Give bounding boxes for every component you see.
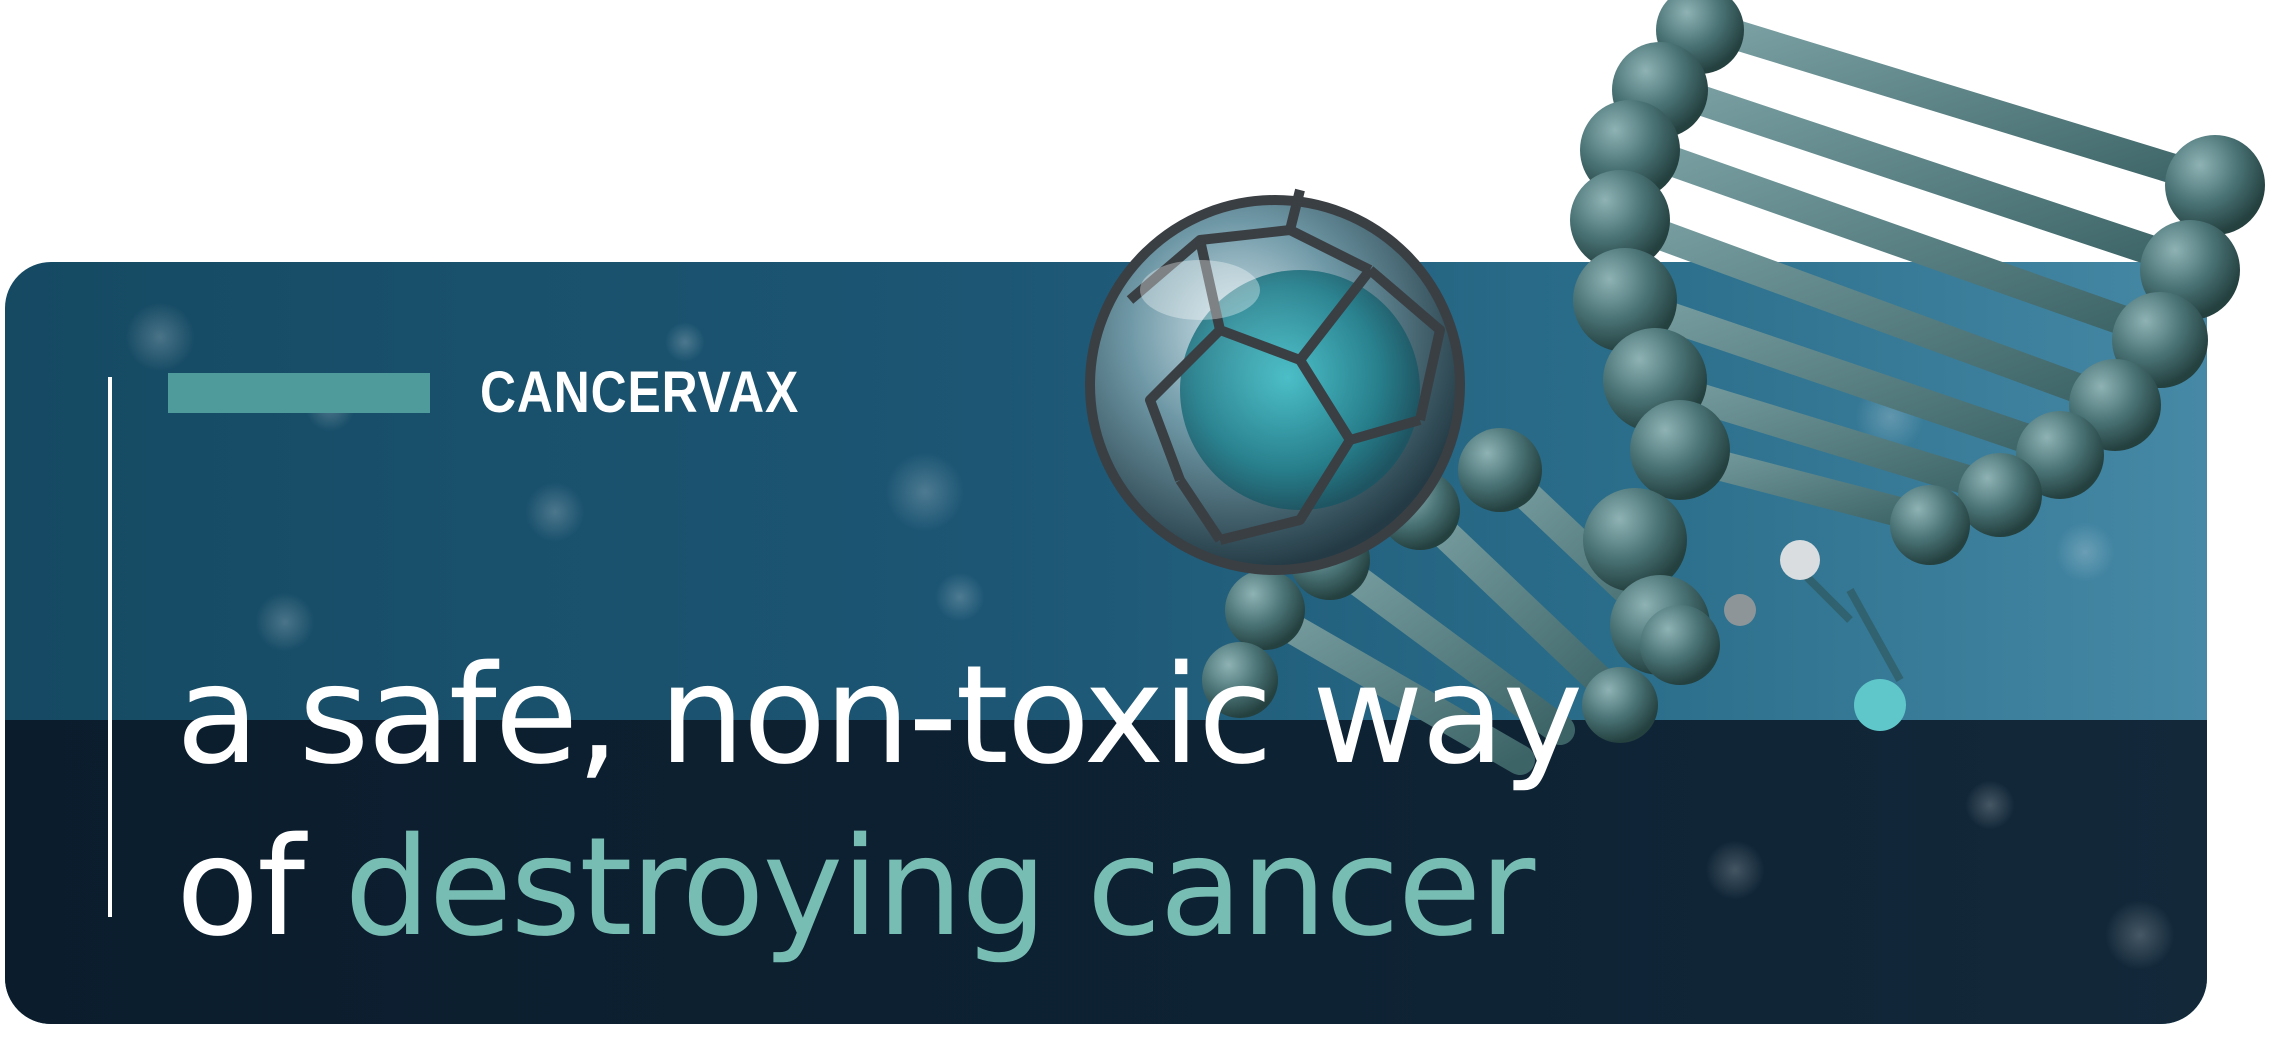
bokeh-dot <box>125 302 195 372</box>
accent-vertical-line <box>108 377 112 917</box>
bokeh-dot <box>1965 780 2015 830</box>
bokeh-dot <box>255 592 315 652</box>
brand-name: CANCERVAX <box>480 360 800 425</box>
bokeh-dot <box>935 572 985 622</box>
bokeh-dot <box>1705 840 1765 900</box>
headline-line-2: of destroying cancer <box>176 802 1581 974</box>
brand-accent-bar <box>168 373 430 413</box>
banner-card-lower-band <box>5 720 2207 1024</box>
headline-line-1: a safe, non-toxic way <box>176 637 1583 795</box>
bokeh-dot <box>2055 522 2115 582</box>
bokeh-dot <box>885 452 965 532</box>
headline-accent-text: destroying cancer <box>344 809 1535 967</box>
headline-line-2-prefix: of <box>176 809 345 967</box>
bokeh-dot <box>665 322 705 362</box>
headline: a safe, non-toxic way of destroying canc… <box>176 630 1583 974</box>
bokeh-dot <box>525 482 585 542</box>
nanoparticle-sphere-icon <box>1085 188 1465 575</box>
dna-helix-icon <box>1202 0 2265 775</box>
bokeh-dot <box>2105 900 2175 970</box>
